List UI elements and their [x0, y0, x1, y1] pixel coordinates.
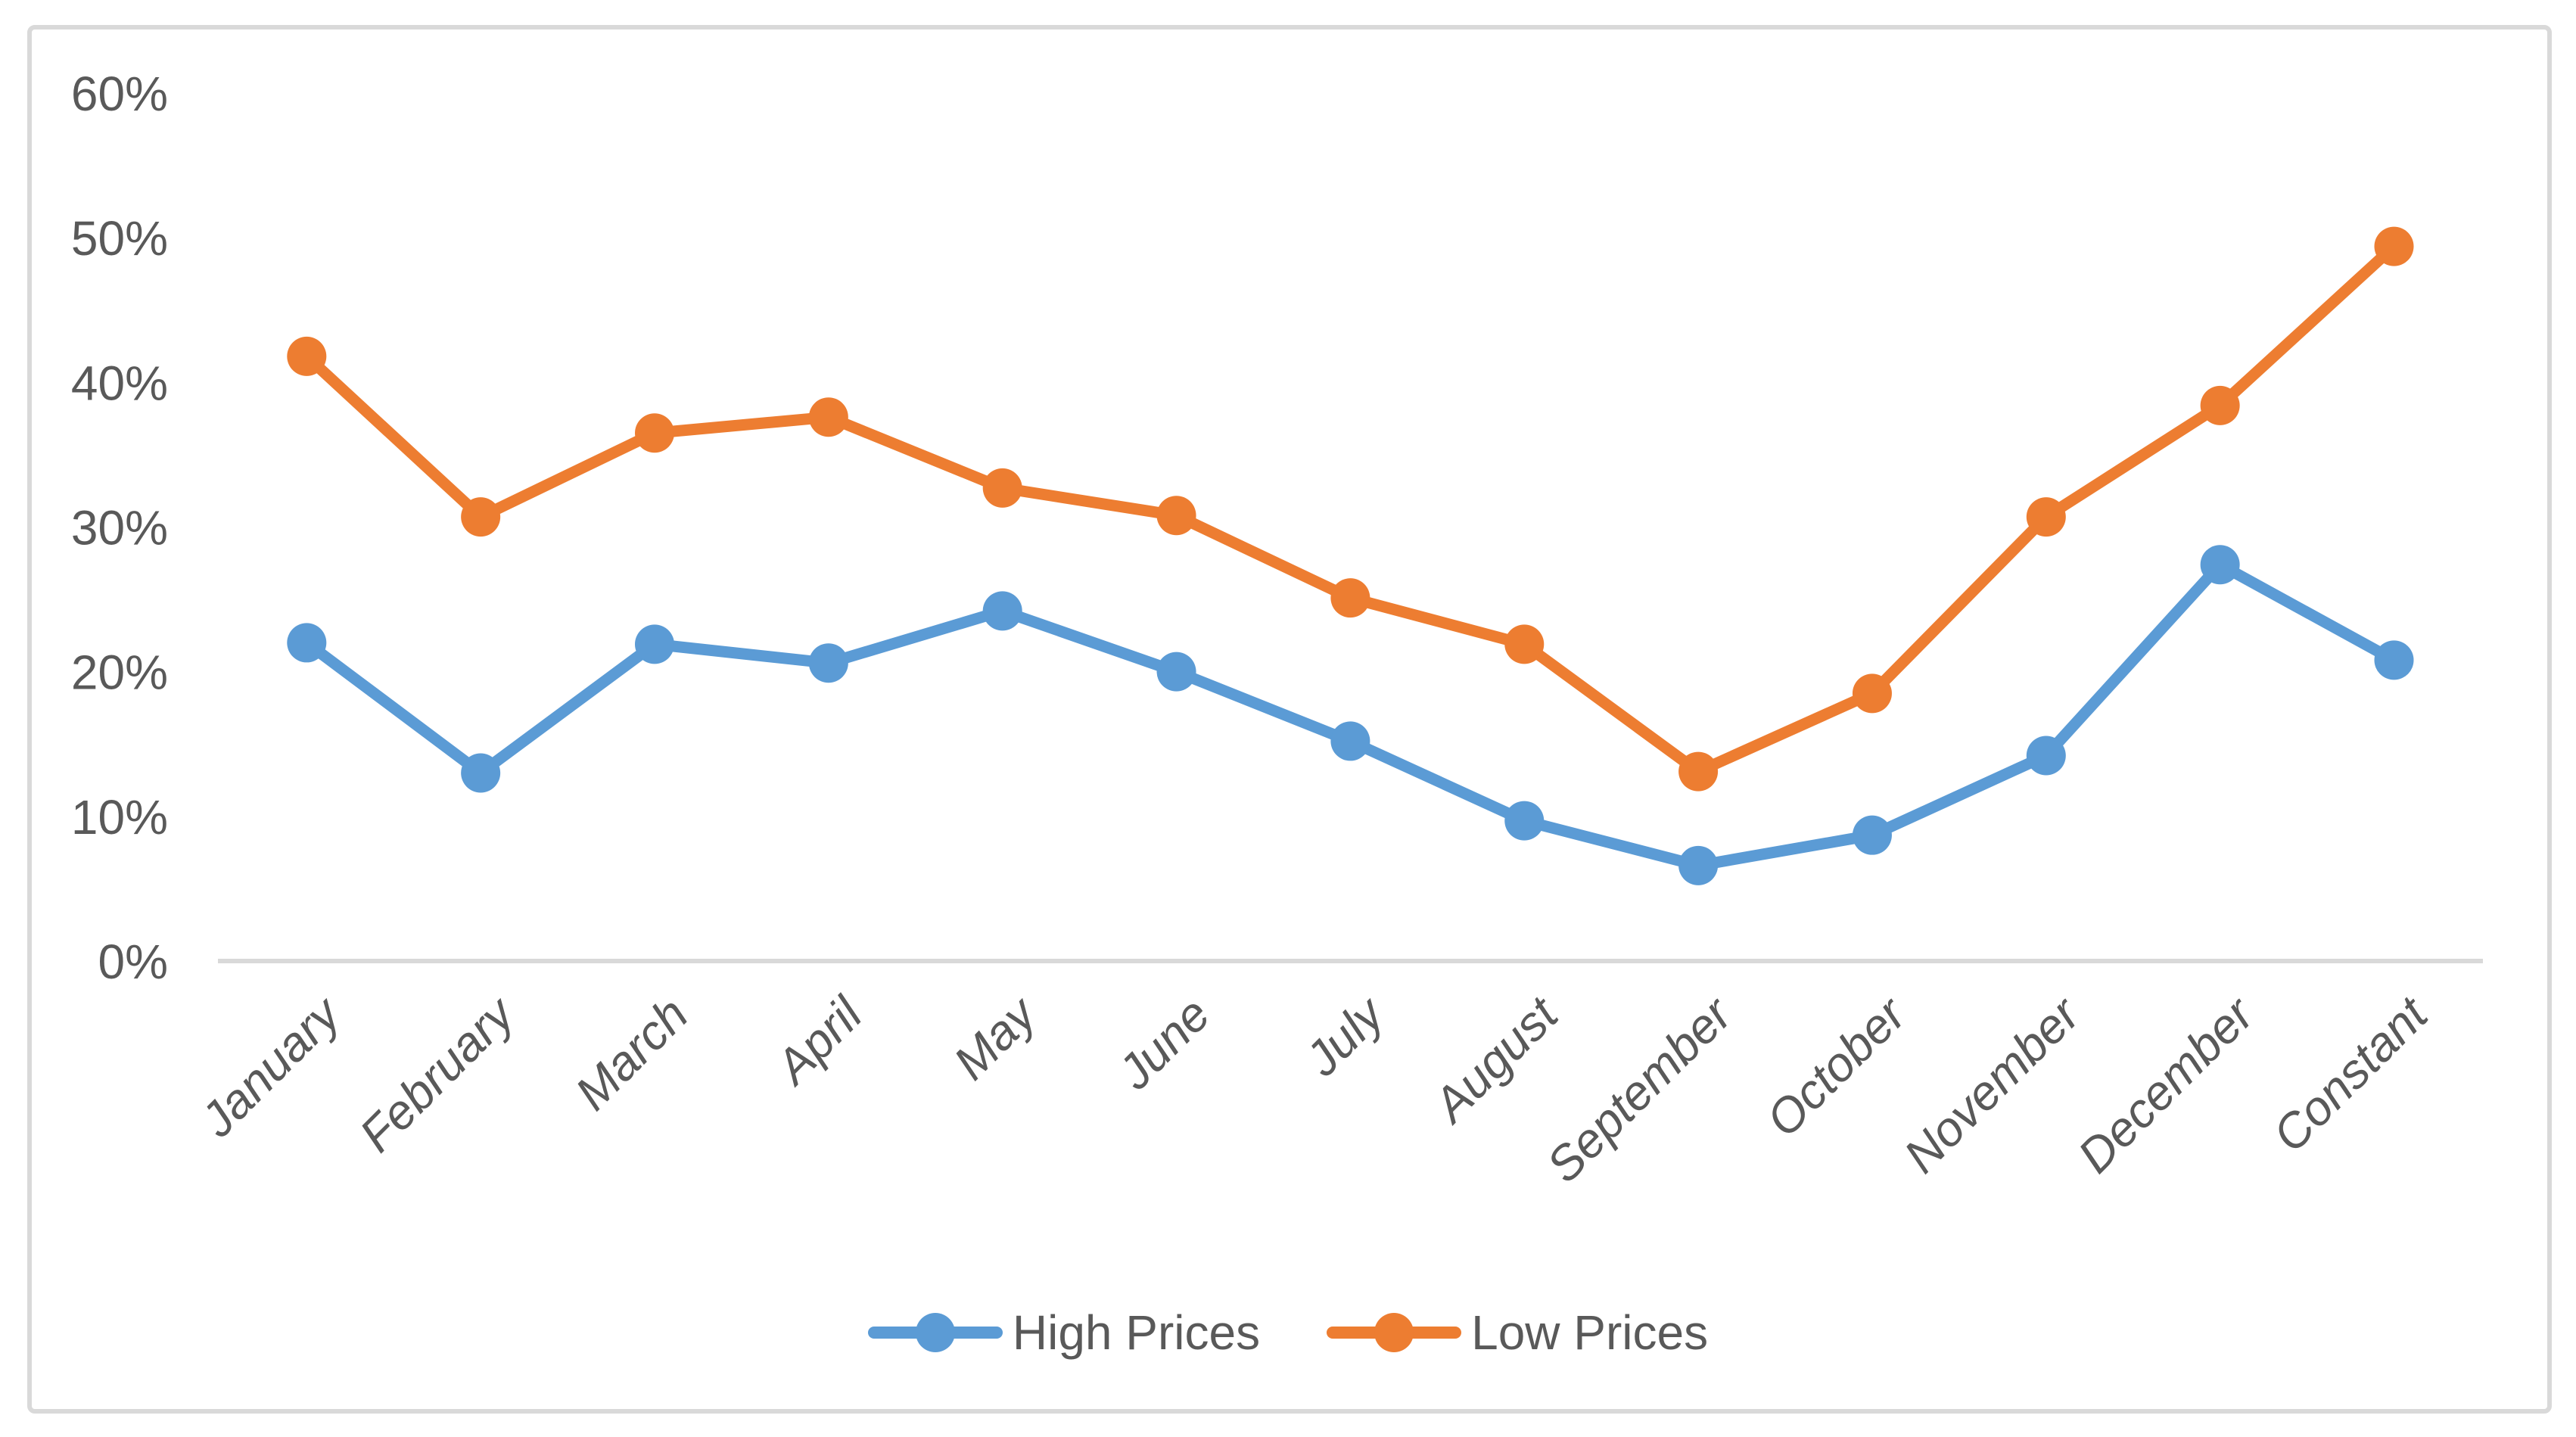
data-point-high-prices-october — [1852, 815, 1892, 855]
y-tick-label: 50% — [71, 211, 168, 266]
legend-label-low-prices: Low Prices — [1471, 1305, 1709, 1360]
x-axis-label: March — [565, 987, 698, 1121]
x-axis-label: February — [349, 984, 527, 1162]
legend-item-high-prices: High Prices — [867, 1305, 1261, 1361]
x-axis-label: June — [1107, 987, 1221, 1100]
legend-dot-icon — [1374, 1313, 1414, 1352]
x-axis-label: May — [943, 984, 1048, 1090]
y-tick-label: 0% — [98, 935, 169, 989]
data-point-low-prices-september — [1678, 751, 1719, 792]
data-point-low-prices-may — [982, 468, 1022, 508]
data-point-low-prices-august — [1504, 624, 1545, 664]
legend-dot-icon — [915, 1313, 955, 1352]
data-point-high-prices-august — [1504, 801, 1545, 841]
data-point-high-prices-february — [461, 753, 501, 793]
data-point-low-prices-constant — [2374, 226, 2414, 266]
data-point-high-prices-september — [1678, 845, 1719, 885]
legend-line-marker-icon — [867, 1313, 1003, 1352]
chart-legend: High Prices Low Prices — [0, 1305, 2576, 1361]
data-point-high-prices-constant — [2374, 640, 2414, 680]
series-line-low-prices — [300, 241, 2400, 778]
x-axis-label: April — [763, 986, 873, 1096]
x-axis-label: November — [1893, 985, 2092, 1184]
y-tick-label: 10% — [71, 790, 168, 844]
data-point-high-prices-april — [808, 643, 848, 683]
x-axis-label: September — [1536, 985, 1744, 1193]
data-point-high-prices-july — [1330, 721, 1370, 761]
legend-line-marker-icon — [1327, 1313, 1462, 1352]
x-axis-label: December — [2067, 985, 2266, 1184]
legend-item-low-prices: Low Prices — [1327, 1305, 1708, 1361]
data-point-high-prices-may — [982, 591, 1022, 631]
data-point-low-prices-january — [287, 336, 327, 376]
x-axis-label: October — [1756, 985, 1918, 1147]
data-point-high-prices-november — [2026, 736, 2066, 776]
data-point-low-prices-april — [808, 397, 848, 437]
x-axis-label: January — [190, 984, 353, 1147]
data-point-low-prices-october — [1852, 673, 1892, 714]
x-axis-label: August — [1421, 985, 1570, 1134]
data-point-low-prices-february — [461, 497, 501, 537]
data-point-low-prices-november — [2026, 497, 2066, 537]
data-point-low-prices-july — [1330, 578, 1370, 618]
data-point-high-prices-january — [287, 623, 327, 663]
x-axis-label: July — [1294, 984, 1396, 1087]
y-tick-label: 20% — [71, 645, 168, 700]
x-axis-label: Constant — [2262, 985, 2439, 1162]
data-point-high-prices-march — [635, 624, 674, 664]
data-point-high-prices-december — [2200, 545, 2240, 585]
y-tick-label: 30% — [71, 501, 168, 555]
data-point-low-prices-march — [635, 413, 674, 453]
data-point-low-prices-december — [2200, 385, 2240, 425]
y-tick-label: 40% — [71, 356, 168, 410]
legend-label-high-prices: High Prices — [1012, 1305, 1261, 1360]
data-point-low-prices-june — [1156, 496, 1196, 536]
y-tick-label: 60% — [71, 67, 168, 121]
data-point-high-prices-june — [1156, 652, 1196, 692]
